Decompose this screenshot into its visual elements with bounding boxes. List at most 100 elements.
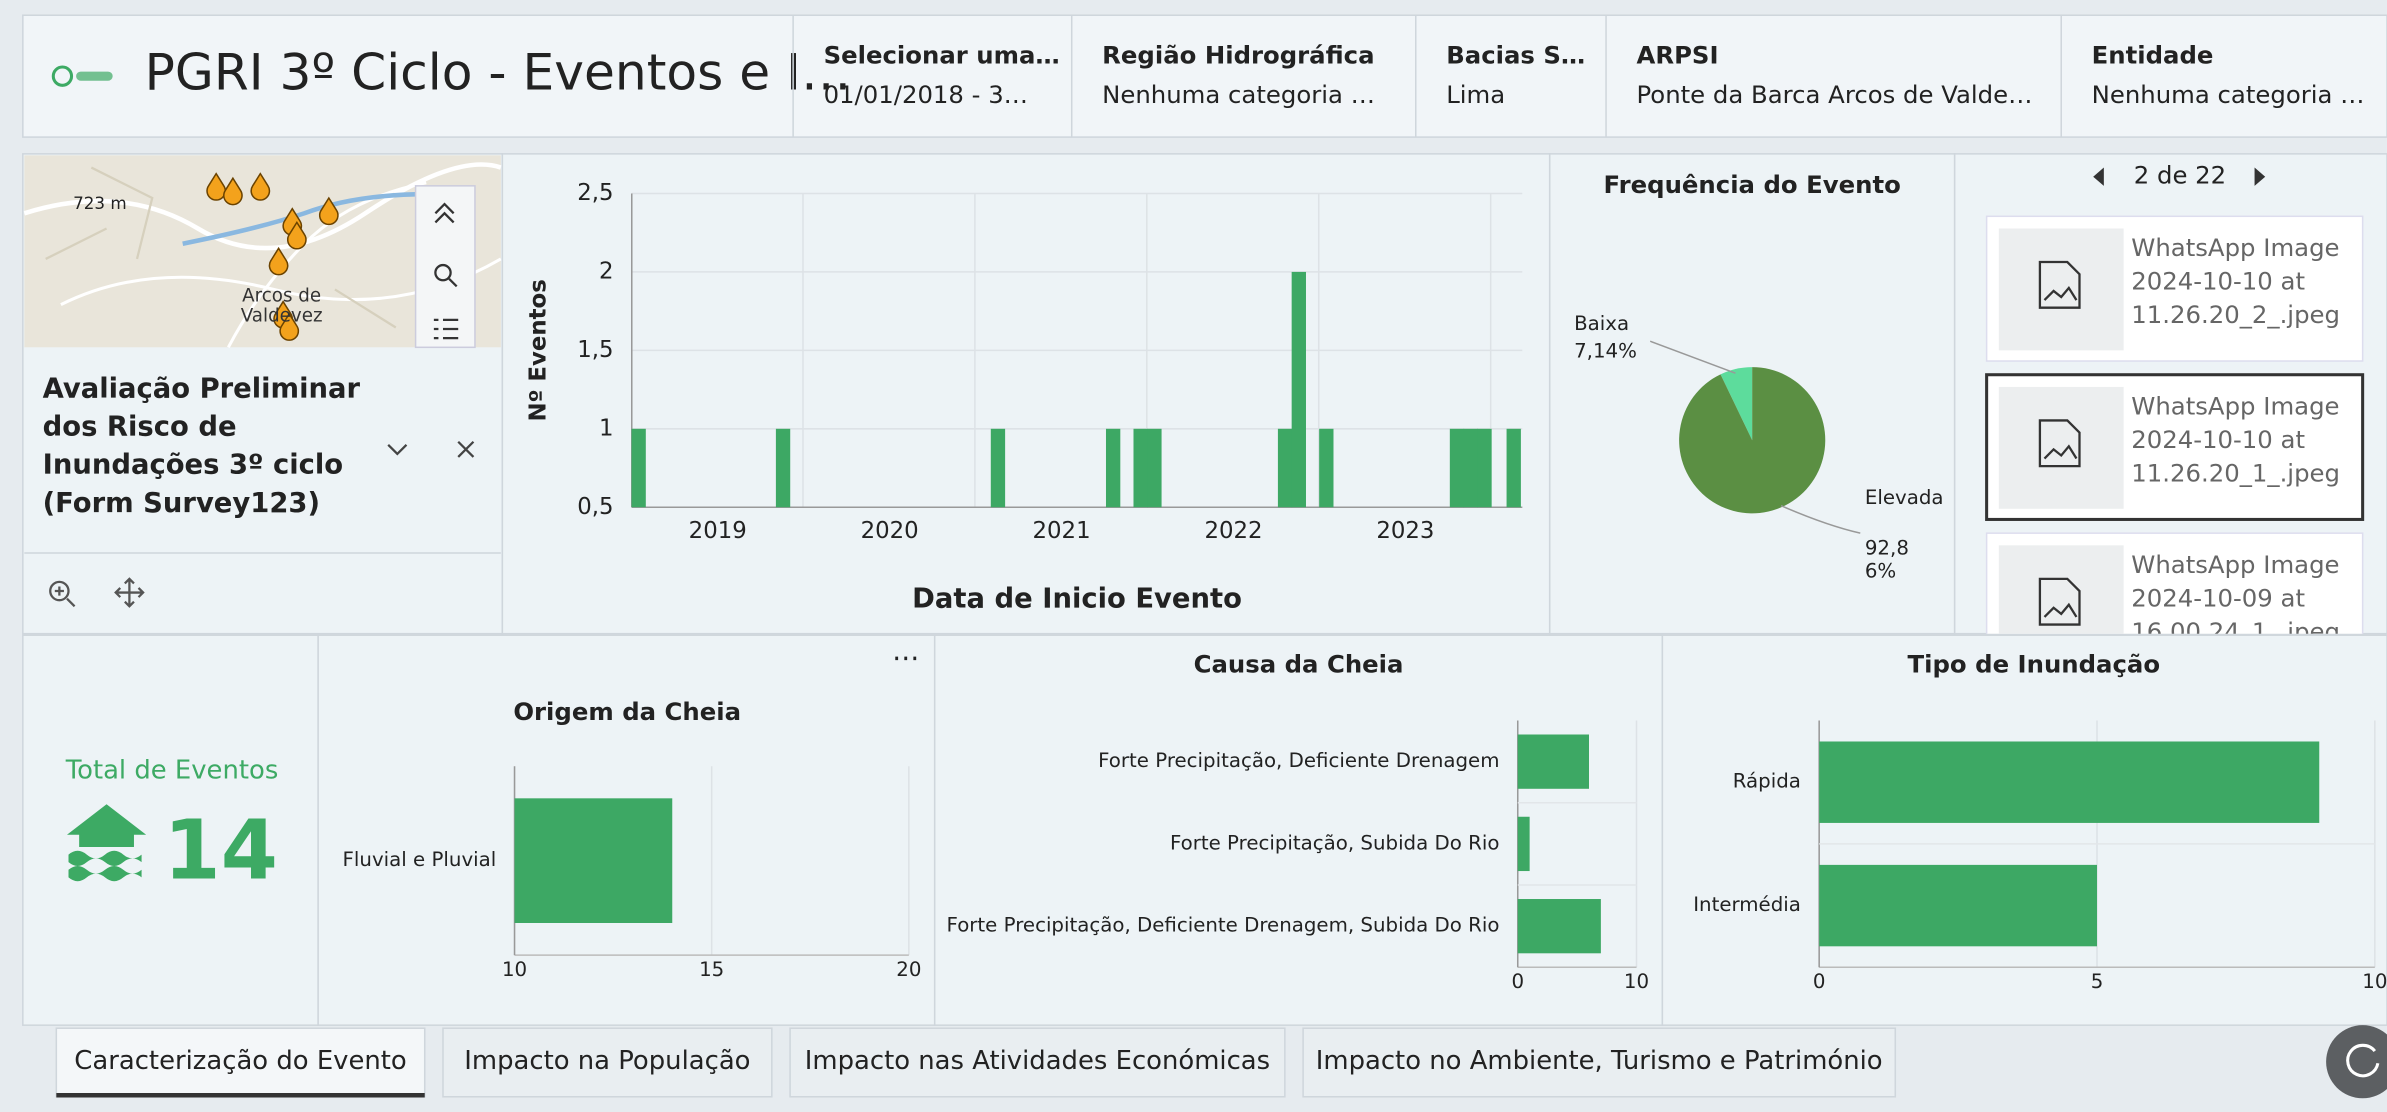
bar	[1517, 816, 1530, 872]
tab-label: Impacto no Ambiente, Turismo e Patrimóni…	[1316, 1046, 1883, 1076]
refresh-icon	[2346, 1043, 2380, 1078]
y-tick-label: 1,5	[577, 337, 613, 363]
menu-dots[interactable]: ⋯	[892, 643, 919, 674]
collapse-button[interactable]	[387, 443, 408, 456]
tab-label: Impacto nas Atividades Económicas	[805, 1046, 1270, 1076]
x-tick-label: 10	[2362, 970, 2387, 993]
map-label: 723 m	[73, 193, 127, 213]
chart-title: Origem da Cheia	[513, 697, 741, 726]
pager-arrows[interactable]	[2093, 167, 2266, 186]
x-tick-label: 0	[1813, 970, 1826, 993]
logo	[51, 65, 113, 87]
x-tick-label: 2023	[1376, 518, 1434, 544]
tab-label: Caracterização do Evento	[74, 1046, 406, 1076]
leader-line	[1780, 505, 1861, 534]
flood-icon	[66, 804, 147, 882]
bar	[631, 428, 646, 508]
pie-slice	[1720, 367, 1753, 441]
map-title: Avaliação Preliminar dos Risco de Inunda…	[42, 373, 361, 520]
thumb	[1998, 386, 2124, 509]
tab-label: Impacto na População	[464, 1046, 750, 1076]
y-tick-label: 2,5	[577, 180, 613, 206]
bar	[1105, 428, 1121, 508]
y-tick-label: 2	[599, 258, 614, 284]
x-tick-label: 0	[1511, 970, 1524, 993]
tab[interactable]	[442, 1027, 773, 1098]
filter-value: 01/01/2018 - 3…	[824, 80, 1028, 109]
y-tick-label: Intermédia	[1693, 893, 1801, 916]
filter-label[interactable]: Região Hidrográfica	[1102, 40, 1374, 69]
bar	[1819, 741, 2320, 823]
bar	[1819, 864, 2097, 947]
filter-value: Ponte da Barca Arcos de Valde…	[1636, 80, 2032, 109]
x-tick-label: 2022	[1204, 518, 1262, 544]
pie-value-label-box: 92,86%	[1864, 537, 1909, 584]
tab[interactable]	[789, 1027, 1286, 1098]
image-icon	[2038, 419, 2081, 468]
total-label: Total de Eventos	[65, 755, 279, 785]
y-tick-label: Forte Precipitação, Deficiente Drenagem,…	[947, 914, 1500, 937]
bar	[514, 798, 673, 923]
item-name: WhatsApp Image 2024-10-10 at 11.26.20_1_…	[2131, 391, 2340, 488]
bar	[1463, 428, 1478, 508]
type-panel	[1661, 634, 2387, 1026]
chart-title: Causa da Cheia	[1194, 650, 1404, 679]
bar	[1291, 271, 1306, 508]
filter-value: Lima	[1446, 80, 1505, 109]
dashboard-title: PGRI 3º Ciclo - Eventos e I…	[145, 43, 852, 102]
refresh-button[interactable]	[2326, 1025, 2387, 1099]
pie-label: Elevada	[1864, 487, 1944, 511]
total-panel	[22, 634, 319, 1026]
map-label: Arcos de Valdevez	[240, 286, 323, 326]
zoom-tool[interactable]	[49, 580, 76, 608]
cause-panel	[933, 634, 1664, 1026]
x-tick-label: 2019	[689, 518, 747, 544]
filter-label[interactable]: Bacias S…	[1446, 40, 1585, 69]
pie-value-label: 92,86%	[1864, 537, 1909, 584]
filter-label[interactable]: Entidade	[2092, 40, 2214, 69]
filter-label[interactable]: Selecionar uma…	[824, 40, 1060, 69]
bar	[990, 428, 1006, 508]
image-icon	[2038, 260, 2081, 309]
bar	[1133, 428, 1148, 508]
map	[23, 155, 502, 349]
pan-tool[interactable]	[114, 577, 145, 608]
gallery-list: WhatsApp Image 2024-10-10 at 11.26.20_2_…	[1985, 215, 2365, 634]
leader-line	[1649, 340, 1736, 374]
item-name: WhatsApp Image 2024-10-10 at 11.26.20_2_…	[2131, 233, 2340, 330]
tab[interactable]	[1302, 1027, 1897, 1098]
bar	[1147, 428, 1162, 508]
chart-title: Frequência do Evento	[1604, 170, 1901, 199]
total-value: 14	[164, 804, 278, 899]
y-tick-label: 0,5	[577, 494, 613, 520]
filter-value: Nenhuma categoria …	[2092, 80, 2365, 109]
x-tick-label: 10	[1624, 970, 1649, 993]
map-title-box: Avaliação Preliminar dos Risco de Inunda…	[42, 373, 361, 520]
item-name-box: WhatsApp Image 2024-10-10 at 11.26.20_1_…	[2131, 391, 2340, 488]
y-tick-label: Rápida	[1733, 770, 1801, 793]
x-tick-label: 10	[502, 958, 527, 981]
header-panel	[22, 14, 2387, 138]
y-tick-label: Fluvial e Pluvial	[343, 848, 497, 871]
x-tick-label: 20	[896, 958, 921, 981]
close-button[interactable]	[457, 440, 475, 458]
x-axis-title: Data de Inicio Evento	[912, 584, 1242, 615]
item-name-box: WhatsApp Image 2024-10-10 at 11.26.20_2_…	[2131, 233, 2340, 330]
y-tick-label: 1	[599, 415, 614, 441]
x-tick-label: 15	[699, 958, 724, 981]
chart-title: Tipo de Inundação	[1908, 650, 2161, 679]
timeline-panel	[501, 153, 1551, 635]
pager: 2 de 22	[2134, 161, 2226, 190]
pie-slice	[1679, 367, 1826, 514]
pie-label-box: Elevada	[1864, 487, 1944, 511]
x-tick-label: 2020	[861, 518, 919, 544]
thumb	[1998, 228, 2124, 351]
filter-label[interactable]: ARPSI	[1636, 40, 1718, 69]
bar	[1506, 428, 1521, 508]
x-tick-label: 2021	[1033, 518, 1091, 544]
bar	[1477, 428, 1492, 508]
bar	[1277, 428, 1293, 508]
thumb	[1998, 545, 2124, 634]
